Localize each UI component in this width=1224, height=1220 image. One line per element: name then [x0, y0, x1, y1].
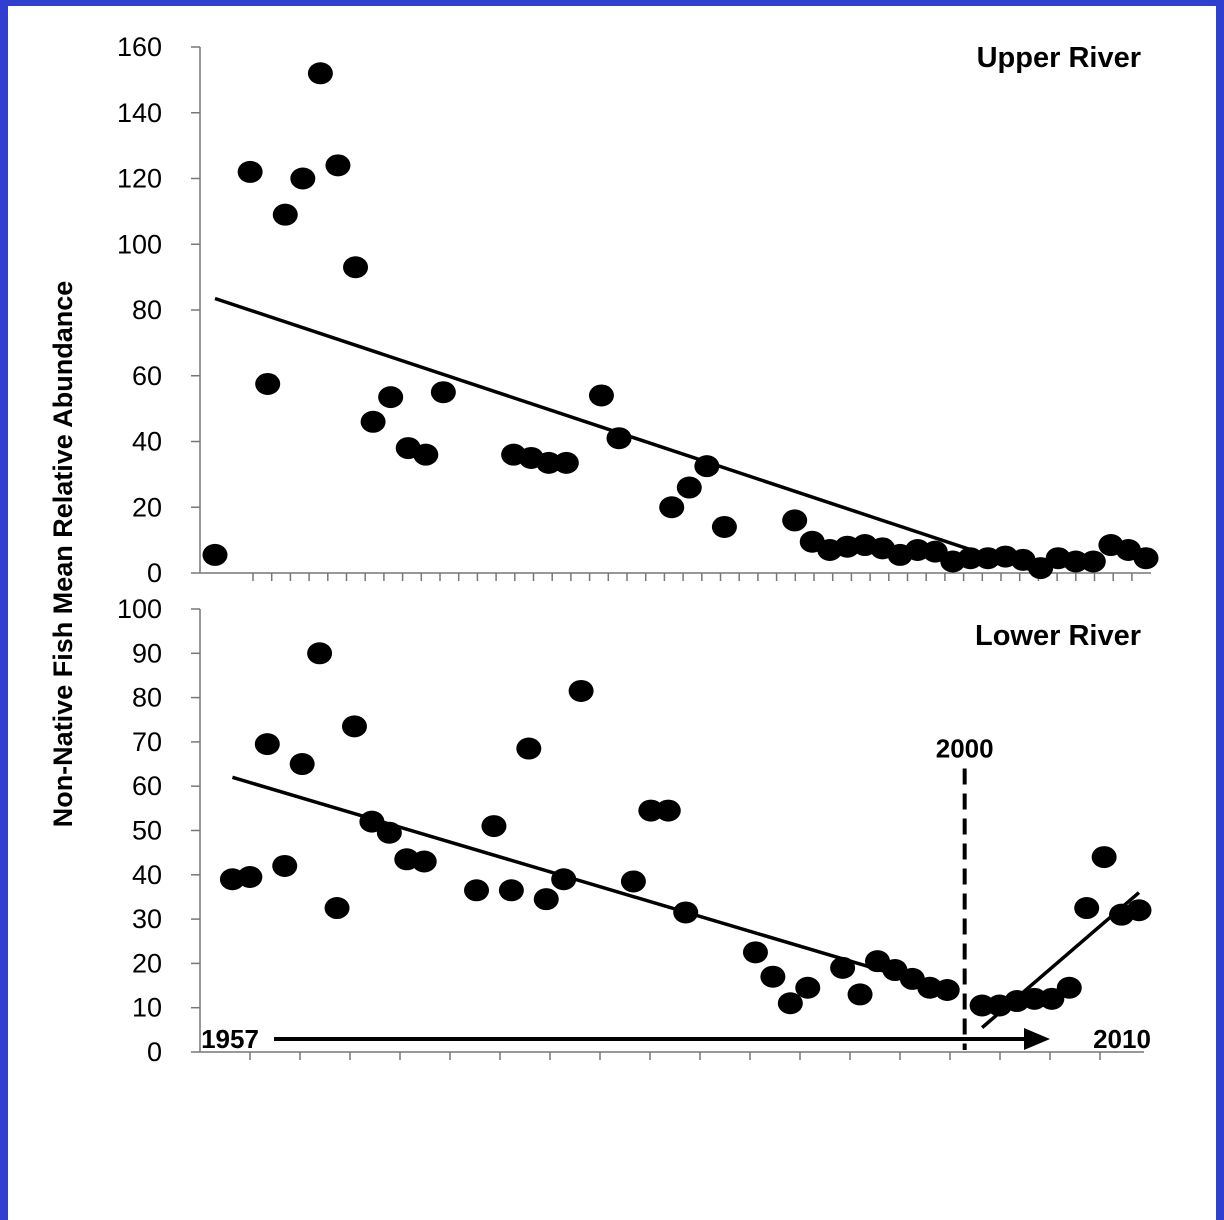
data-point: [464, 879, 490, 902]
upper-river-points: [202, 62, 1159, 580]
chart-frame: Non-Native Fish Mean Relative Abundance …: [8, 6, 1216, 1220]
data-point: [360, 410, 386, 433]
data-point: [620, 870, 646, 893]
y-tick-label: 80: [132, 295, 162, 325]
data-point: [536, 451, 562, 474]
y-axis-label: Non-Native Fish Mean Relative Abundance: [48, 281, 78, 828]
y-tick-label: 90: [132, 638, 162, 668]
y-tick-label: 0: [147, 1037, 162, 1067]
data-point: [957, 547, 983, 570]
data-point: [343, 256, 369, 279]
data-point: [1063, 550, 1089, 573]
data-point: [1021, 987, 1047, 1010]
y-tick-label: 120: [117, 164, 162, 194]
data-point: [359, 810, 385, 833]
data-point: [378, 386, 404, 409]
data-point: [659, 496, 685, 519]
data-point: [782, 509, 808, 532]
lower-river-points: [219, 642, 1152, 1017]
data-point: [1133, 547, 1159, 570]
data-point: [760, 965, 786, 988]
data-point: [413, 443, 439, 466]
y-tick-label: 0: [147, 558, 162, 588]
y-tick-label: 140: [117, 98, 162, 128]
y-tick-label: 20: [132, 948, 162, 978]
data-point: [237, 866, 263, 889]
x-start-label: 1957: [201, 1024, 259, 1054]
data-point: [1091, 846, 1117, 869]
data-point: [606, 427, 632, 450]
data-point: [934, 978, 960, 1001]
y-tick-label: 10: [132, 993, 162, 1023]
data-point: [255, 372, 281, 395]
y-tick-label: 40: [132, 427, 162, 457]
data-point: [551, 868, 577, 891]
y-tick-label: 60: [132, 361, 162, 391]
y-tick-label: 30: [132, 904, 162, 934]
data-point: [1039, 987, 1065, 1010]
data-point: [254, 733, 280, 756]
data-point: [290, 167, 316, 190]
data-point: [533, 888, 559, 911]
data-point: [694, 455, 720, 478]
year-2000-marker: 2000: [936, 733, 994, 1050]
data-point: [1080, 550, 1106, 573]
y-tick-label: 80: [132, 683, 162, 713]
data-point: [711, 515, 737, 538]
data-point: [289, 753, 315, 776]
y-tick-label: 100: [117, 594, 162, 624]
data-point: [376, 821, 402, 844]
y-tick-label: 40: [132, 860, 162, 890]
data-point: [272, 854, 298, 877]
data-point: [481, 815, 507, 838]
data-point: [568, 679, 594, 702]
data-point: [777, 992, 803, 1015]
data-point: [969, 994, 995, 1017]
data-point: [847, 983, 873, 1006]
y-tick-label: 50: [132, 816, 162, 846]
upper-river-title: Upper River: [977, 42, 1141, 74]
upper-river-axes: 0 20 40 60 80 100 120 140 160: [117, 32, 1151, 588]
data-point: [1126, 899, 1152, 922]
data-point: [553, 451, 579, 474]
data-point: [676, 476, 702, 499]
y-tick-label: 160: [117, 32, 162, 62]
y-tick-label: 20: [132, 492, 162, 522]
data-point: [430, 381, 456, 404]
data-point: [742, 941, 768, 964]
data-point: [237, 160, 263, 183]
data-point: [673, 901, 699, 924]
data-point: [516, 737, 542, 760]
y-tick-label: 60: [132, 771, 162, 801]
data-point: [830, 956, 856, 979]
data-point: [341, 715, 367, 738]
trendline: [231, 775, 948, 992]
data-point: [1056, 976, 1082, 999]
lower-river-title: Lower River: [975, 620, 1141, 652]
data-point: [202, 543, 228, 566]
data-point: [411, 850, 437, 873]
data-point: [498, 879, 524, 902]
data-point: [655, 799, 681, 822]
y-tick-label: 70: [132, 727, 162, 757]
x-end-label: 2010: [1093, 1024, 1151, 1054]
data-point: [795, 976, 821, 999]
year-2000-label: 2000: [936, 733, 994, 763]
data-point: [307, 642, 333, 665]
timeline-arrow-head: [1024, 1028, 1050, 1050]
data-point: [1074, 897, 1100, 920]
data-point: [325, 154, 351, 177]
y-tick-label: 100: [117, 229, 162, 259]
data-point: [272, 203, 298, 226]
data-point: [588, 384, 614, 407]
data-point: [307, 62, 333, 85]
chart: Non-Native Fish Mean Relative Abundance …: [48, 32, 1159, 1067]
data-point: [324, 897, 350, 920]
data-point: [638, 799, 664, 822]
lower-river-axes: 0 10 20 30 40 50 60 70 80 90 100: [117, 594, 1144, 1067]
